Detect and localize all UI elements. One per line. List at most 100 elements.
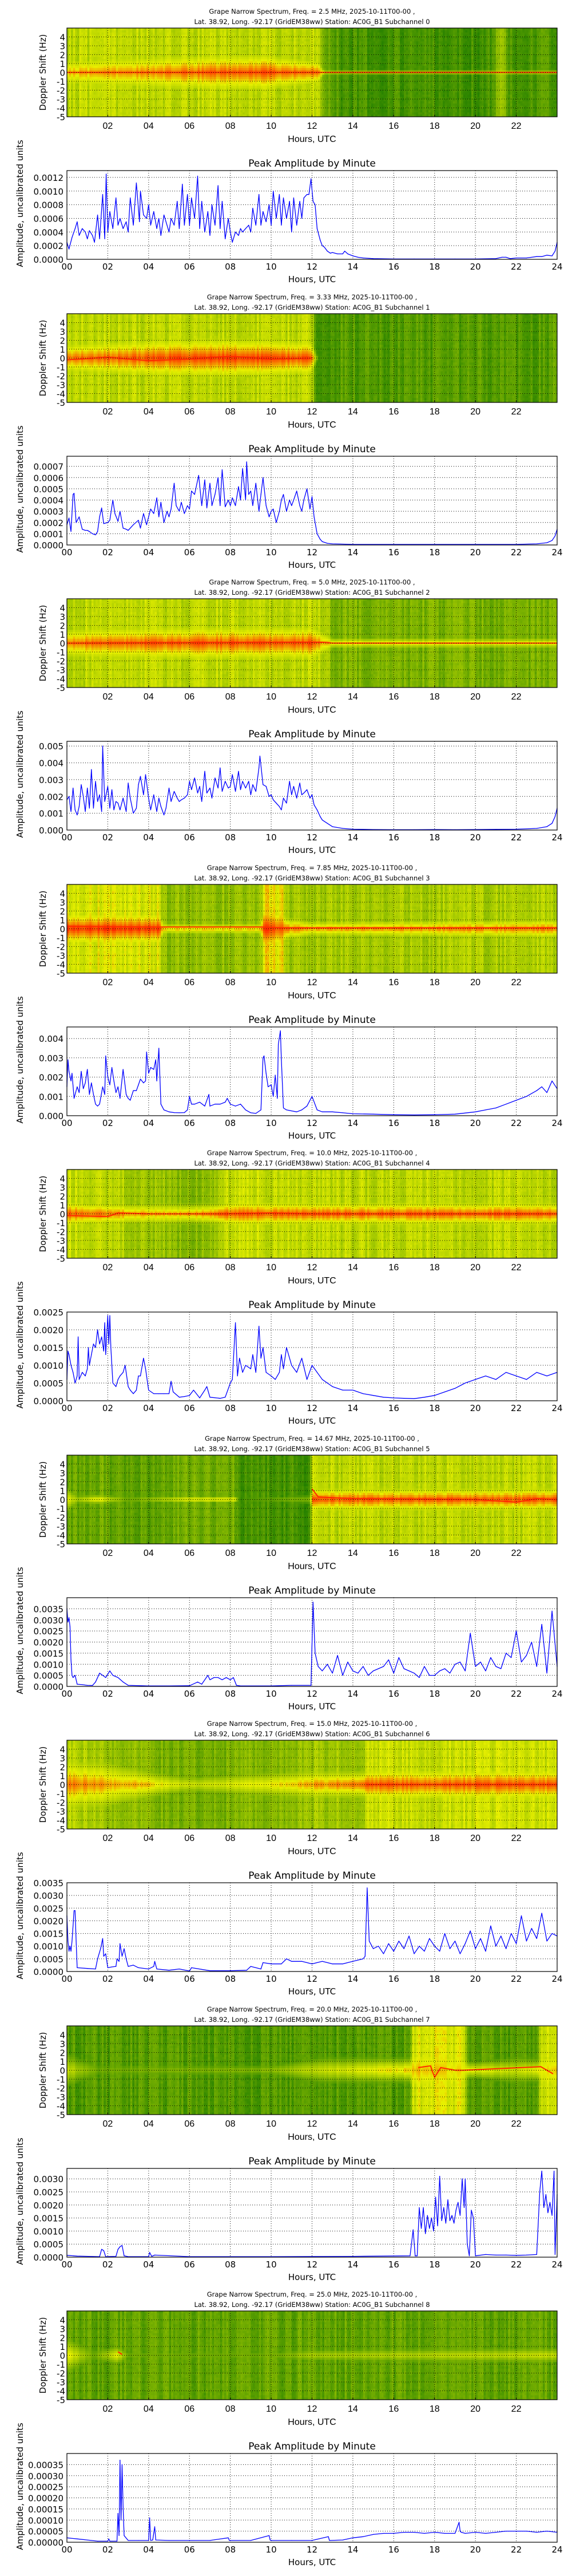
heatmap-cell (265, 33, 267, 35)
heatmap-cell (281, 66, 284, 68)
heatmap-cell (118, 108, 120, 110)
heatmap-cell (163, 108, 165, 110)
heatmap-cell (110, 99, 112, 101)
heatmap-cell (284, 77, 286, 79)
heatmap-cell (318, 88, 320, 90)
heatmap-cell (81, 59, 84, 61)
heatmap-cell (161, 108, 163, 110)
heatmap-cell (314, 92, 316, 94)
heatmap-cell (116, 81, 118, 84)
heatmap-cell (150, 92, 153, 94)
heatmap-cell (320, 86, 323, 88)
heatmap-cell (118, 48, 120, 50)
heatmap-cell (155, 41, 157, 44)
heatmap-cell (236, 108, 239, 110)
heatmap-cell (320, 50, 323, 53)
heatmap-cell (79, 112, 81, 114)
heatmap-cell (73, 86, 76, 88)
heatmap-cell (112, 90, 114, 93)
heatmap-cell (171, 46, 173, 48)
heatmap-cell (318, 35, 320, 37)
heatmap-cell (267, 94, 269, 97)
heatmap-cell (85, 37, 88, 39)
heatmap-cell (265, 66, 267, 68)
heatmap-cell (189, 86, 192, 88)
heatmap-cell (173, 81, 176, 84)
heatmap-cell (122, 35, 124, 37)
heatmap-cell (185, 77, 188, 79)
heatmap-cell (134, 57, 137, 59)
heatmap-cell (181, 84, 184, 86)
heatmap-cell (179, 66, 181, 68)
heatmap-cell (308, 37, 310, 39)
heatmap-cell (128, 108, 130, 110)
heatmap-cell (284, 86, 286, 88)
heatmap-cell (120, 77, 122, 79)
heatmap-cell (185, 28, 188, 30)
heatmap-cell (157, 110, 159, 112)
heatmap-cell (267, 39, 269, 41)
heatmap-cell (300, 28, 302, 30)
heatmap-cell (218, 37, 220, 39)
heatmap-cell (134, 92, 137, 94)
heatmap-cell (300, 86, 302, 88)
heatmap-cell (214, 41, 216, 44)
heatmap-cell (184, 77, 186, 79)
heatmap-cell (173, 28, 176, 30)
heatmap-cell (304, 86, 306, 88)
heatmap-cell (118, 33, 120, 35)
heatmap-cell (165, 90, 167, 93)
heatmap-cell (284, 92, 286, 94)
heatmap-cell (93, 112, 96, 114)
heatmap-cell (289, 66, 292, 68)
heatmap-cell (251, 66, 253, 68)
heatmap-cell (136, 59, 138, 61)
heatmap-cell (210, 55, 212, 57)
heatmap-cell (289, 86, 292, 88)
heatmap-cell (314, 39, 316, 41)
heatmap-cell (142, 101, 145, 104)
heatmap-cell (184, 37, 186, 39)
heatmap-cell (71, 90, 73, 93)
heatmap-cell (112, 48, 114, 50)
heatmap-cell (150, 90, 153, 93)
heatmap-cell (216, 59, 219, 61)
heatmap-cell (320, 59, 323, 61)
heatmap-cell (298, 101, 300, 104)
heatmap-cell (89, 39, 92, 41)
heatmap-cell (73, 28, 76, 30)
heatmap-cell (85, 48, 88, 50)
heatmap-cell (224, 30, 227, 33)
heatmap-cell (279, 101, 281, 104)
heatmap-cell (236, 37, 239, 39)
heatmap-cell (222, 41, 224, 44)
heatmap-cell (284, 46, 286, 48)
heatmap-cell (212, 30, 214, 33)
heatmap-cell (114, 101, 116, 104)
heatmap-cell (108, 86, 110, 88)
heatmap-cell (189, 30, 192, 33)
heatmap-cell (196, 112, 198, 114)
heatmap-cell (247, 37, 249, 39)
heatmap-cell (296, 39, 298, 41)
heatmap-cell (179, 74, 181, 77)
heatmap-cell (85, 41, 88, 44)
heatmap-cell (100, 92, 102, 94)
heatmap-cell (71, 39, 73, 41)
heatmap-cell (128, 50, 130, 53)
heatmap-cell (141, 92, 143, 94)
heatmap-cell (202, 81, 204, 84)
heatmap-cell (212, 39, 214, 41)
heatmap-cell (179, 94, 181, 97)
heatmap-cell (112, 46, 114, 48)
heatmap-cell (210, 90, 212, 93)
heatmap-cell (249, 97, 251, 99)
heatmap-cell (77, 59, 80, 61)
heatmap-cell (259, 55, 261, 57)
heatmap-cell (275, 39, 277, 41)
heatmap-cell (312, 57, 315, 59)
heatmap-cell (212, 92, 214, 94)
heatmap-cell (273, 110, 276, 112)
heatmap-cell (75, 86, 77, 88)
heatmap-cell (96, 57, 98, 59)
